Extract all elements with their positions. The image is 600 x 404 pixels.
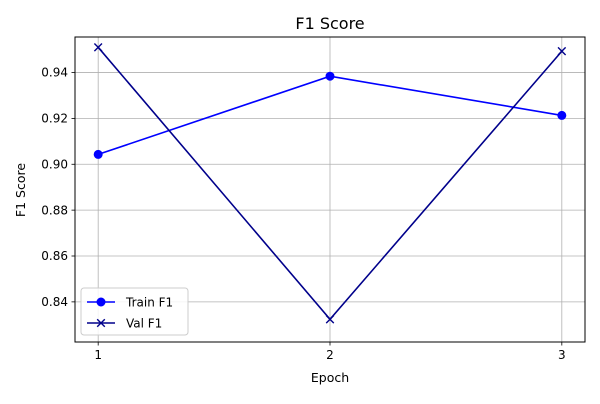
val-f1-point <box>557 46 567 56</box>
val-f1-point <box>93 43 103 52</box>
x-tick-label: 3 <box>558 348 566 362</box>
legend-val-f1-label: Val F1 <box>126 316 162 330</box>
legend-train-f1-label: Train F1 <box>125 295 173 309</box>
y-axis-label: F1 Score <box>13 163 28 217</box>
train-f1-point <box>557 110 567 120</box>
axis-ticks: 1 2 3 0.84 0.86 0.88 0.90 0.92 0.94 <box>41 66 565 362</box>
train-f1-point <box>93 149 103 159</box>
x-axis-label: Epoch <box>311 370 349 385</box>
legend-train-f1-marker <box>96 297 106 307</box>
y-tick-label: 0.90 <box>41 157 68 171</box>
y-tick-label: 0.92 <box>41 112 68 126</box>
legend-val-f1-marker <box>96 318 106 328</box>
train-f1-point <box>325 71 335 81</box>
y-tick-label: 0.86 <box>41 249 68 263</box>
y-tick-label: 0.88 <box>41 203 68 217</box>
y-tick-label: 0.94 <box>41 66 68 80</box>
x-tick-label: 1 <box>94 348 102 362</box>
legend: Train F1 Val F1 <box>80 287 189 336</box>
series-layer <box>93 43 567 324</box>
chart-title: F1 Score <box>295 14 364 33</box>
x-tick-label: 2 <box>326 348 334 362</box>
val-f1-point <box>325 315 335 324</box>
y-tick-label: 0.84 <box>41 295 68 309</box>
